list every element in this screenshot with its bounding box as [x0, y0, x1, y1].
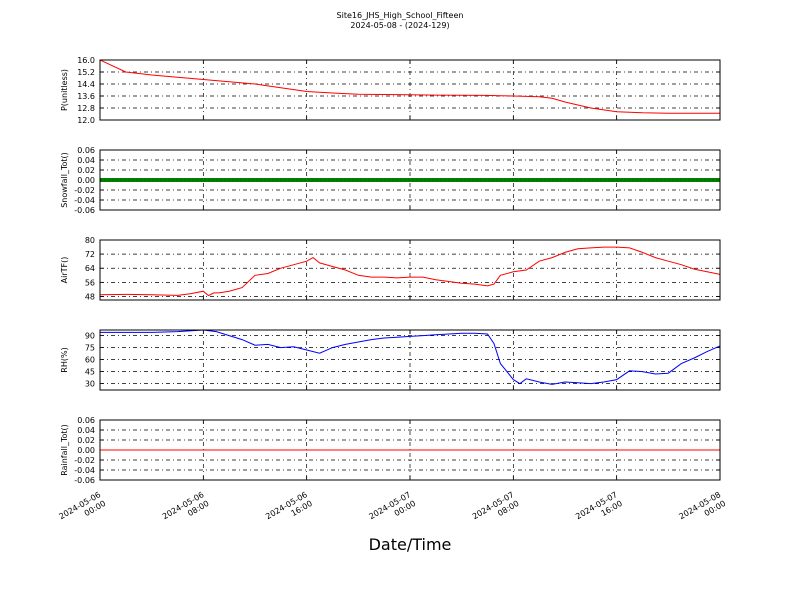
chart-title: Site16_JHS_High_School_Fifteen — [336, 11, 464, 20]
series-line-3 — [100, 246, 720, 297]
y-tick-label: -0.02 — [74, 456, 95, 465]
panel-frame — [99, 329, 721, 391]
y-tick-label: -0.04 — [74, 466, 95, 475]
y-axis-label: RH(%) — [60, 347, 69, 372]
y-tick-label: 64 — [85, 264, 95, 273]
y-axis-label: P(unitless) — [60, 69, 69, 111]
y-tick-label: 72 — [85, 250, 95, 259]
y-tick-label: -0.06 — [74, 206, 95, 215]
panel-5: 0.060.040.020.00-0.02-0.04-0.06 Rainfall_… — [60, 416, 721, 485]
y-tick-label: 0.06 — [77, 146, 95, 155]
y-tick-label: 0.00 — [77, 176, 95, 185]
y-tick-label: -0.02 — [74, 186, 95, 195]
y-tick-label: 56 — [85, 278, 95, 287]
panel-2: 0.060.040.020.00-0.02-0.04-0.06 Snowfall_… — [60, 146, 721, 215]
y-tick-label: 12.0 — [77, 116, 95, 125]
y-tick-label: 15.2 — [77, 68, 95, 77]
series-line-1 — [100, 60, 720, 114]
y-tick-label: 48 — [85, 292, 95, 301]
panel-frame — [99, 239, 721, 301]
y-tick-label: -0.06 — [74, 476, 95, 485]
y-tick-label: 13.6 — [77, 92, 95, 101]
chart-subtitle: 2024-05-08 - (2024-129) — [350, 21, 450, 30]
x-axis-label: Date/Time — [368, 535, 452, 554]
y-tick-label: 75 — [85, 344, 95, 353]
chart-title-block: Site16_JHS_High_School_Fifteen 2024-05-0… — [0, 11, 800, 31]
y-tick-label: 45 — [85, 368, 95, 377]
y-tick-label: 16.0 — [77, 56, 95, 65]
y-axis-label: Rainfall_Tot() — [60, 424, 69, 476]
y-axis-label: AirTF() — [60, 257, 69, 284]
panel-1: 16.0 15.2 14.4 13.6 12.8 12.0 P(unitless) — [60, 56, 721, 125]
y-tick-label: 80 — [85, 236, 95, 245]
y-tick-label: 12.8 — [77, 104, 95, 113]
y-axis-label: Snowfall_Tot() — [60, 152, 69, 208]
panel-frame — [99, 419, 721, 481]
y-tick-label: -0.04 — [74, 196, 95, 205]
y-tick-label: 0.02 — [77, 436, 95, 445]
series-line-4 — [100, 330, 720, 385]
y-tick-label: 0.04 — [77, 426, 95, 435]
y-tick-label: 0.06 — [77, 416, 95, 425]
panel-frame — [99, 149, 721, 211]
y-tick-label: 30 — [85, 380, 95, 389]
panel-frame — [99, 59, 721, 121]
y-tick-label: 0.04 — [77, 156, 95, 165]
y-tick-label: 90 — [85, 332, 95, 341]
y-tick-label: 60 — [85, 356, 95, 365]
panel-3: 80 72 64 56 48 AirTF() — [60, 236, 721, 301]
y-tick-label: 0.02 — [77, 166, 95, 175]
panel-4: 90 75 60 45 30 RH(%) — [60, 329, 721, 391]
y-tick-label: 0.00 — [77, 446, 95, 455]
y-tick-label: 14.4 — [77, 80, 95, 89]
